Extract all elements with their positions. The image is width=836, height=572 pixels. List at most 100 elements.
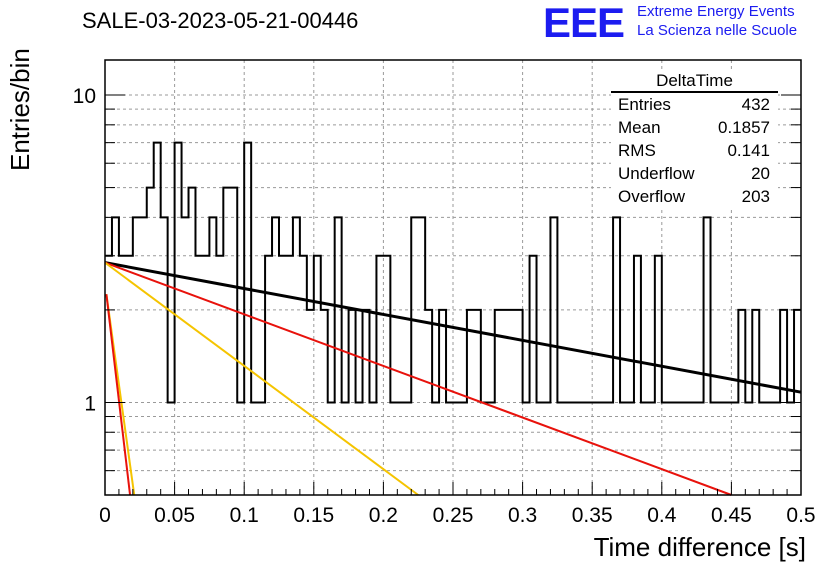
histogram-bin (383, 254, 390, 258)
histogram-bin (634, 254, 641, 258)
histogram-bin (780, 308, 787, 312)
histogram-bin (488, 400, 495, 404)
histogram-bin (509, 308, 516, 312)
x-tick-label: 0.45 (711, 504, 752, 527)
histogram-bin (265, 254, 272, 258)
stats-title: DeltaTime (611, 72, 778, 93)
histogram-bin (140, 215, 147, 219)
histogram-bin (369, 400, 376, 404)
histogram-bin (759, 400, 766, 404)
stats-label: Entries (618, 95, 671, 114)
histogram-bin (641, 400, 648, 404)
x-axis-label: Time difference [s] (593, 532, 806, 562)
logo-line-2: La Scienza nelle Scuole (637, 22, 798, 39)
stats-value: 203 (741, 187, 770, 206)
histogram-bin (578, 400, 585, 404)
histogram-bin (397, 400, 404, 404)
stats-box: DeltaTime Entries 432 Mean 0.1857 RMS 0.141… (611, 72, 778, 208)
stats-value: 432 (741, 95, 770, 114)
histogram-bin (272, 215, 279, 219)
fit-lines (104, 261, 802, 496)
histogram-bin (627, 400, 634, 404)
x-tick-label: 0.1 (230, 504, 259, 527)
histogram-bin (516, 308, 523, 312)
histogram-bin (189, 186, 196, 190)
histogram-bin (314, 254, 321, 258)
histogram-bin (175, 141, 182, 145)
histogram-bin (293, 215, 300, 219)
histogram-bin (328, 400, 335, 404)
histogram-bin (543, 400, 550, 404)
logo-caption: Extreme Energy Events La Scienza nelle S… (637, 2, 797, 40)
grid (105, 60, 801, 495)
histogram-bin (216, 254, 223, 258)
histogram-bin (202, 254, 209, 258)
histogram-bin (738, 308, 745, 312)
stats-value: 0.141 (727, 141, 770, 160)
histogram-bin (655, 254, 662, 258)
fit-line (104, 261, 802, 394)
histogram-bin (467, 308, 474, 312)
page-title: SALE-03-2023-05-21-00446 (82, 8, 359, 33)
histogram-bin (690, 400, 697, 404)
histogram-bin (648, 400, 655, 404)
y-axis-label: Entries/bin (5, 48, 35, 171)
histogram-bin (530, 254, 537, 258)
fit-line (104, 261, 419, 496)
x-tick-label: 0.35 (572, 504, 613, 527)
histogram-bin (460, 400, 467, 404)
histogram-bin (418, 215, 425, 219)
fit-line (105, 294, 132, 496)
histogram-bin (237, 400, 244, 404)
histogram-bin (251, 400, 258, 404)
histogram-bin (390, 400, 397, 404)
histogram-bin (376, 254, 383, 258)
histogram-bin (711, 400, 718, 404)
logo-line-1: Extreme Energy Events (637, 3, 795, 20)
stats-value: 0.1857 (718, 118, 770, 137)
histogram-bin (356, 400, 363, 404)
axis-ticks (104, 94, 802, 496)
stats-value: 20 (751, 164, 770, 183)
histogram-bin (745, 400, 752, 404)
histogram-bin (209, 215, 216, 219)
stats-row: RMS 0.141 (611, 139, 778, 162)
histogram-bin (676, 400, 683, 404)
histogram-bin (342, 400, 349, 404)
histogram-bin (425, 308, 432, 312)
histogram-bin (168, 400, 175, 404)
x-tick-label: 0.15 (293, 504, 334, 527)
histogram-bin (133, 215, 140, 219)
x-tick-label: 0.25 (433, 504, 474, 527)
histogram-bin (669, 400, 676, 404)
histogram-bin (683, 400, 690, 404)
histogram-bin (321, 308, 328, 312)
histogram-outline (105, 141, 801, 404)
stats-label: Underflow (618, 164, 695, 183)
histogram-bin (279, 254, 286, 258)
histogram-bin (432, 400, 439, 404)
x-tick-label: 0.3 (508, 504, 537, 527)
histogram-bin (286, 254, 293, 258)
histogram-bin (537, 400, 544, 404)
histogram-bin (766, 400, 773, 404)
stats-row: Entries 432 (611, 93, 778, 116)
x-tick-label: 0.05 (154, 504, 195, 527)
histogram-bin (119, 254, 126, 258)
stats-row: Overflow 203 (611, 185, 778, 208)
histogram-bin (126, 254, 133, 258)
histogram-bin (599, 400, 606, 404)
histogram-bin (724, 400, 731, 404)
histogram-bin (404, 400, 411, 404)
histogram-bin (258, 400, 265, 404)
x-tick-label: 0.2 (369, 504, 398, 527)
stats-label: RMS (618, 141, 656, 160)
histogram-bin (697, 400, 704, 404)
histogram-bin (550, 215, 557, 219)
stats-label: Mean (618, 118, 661, 137)
histogram-bin (731, 400, 738, 404)
x-tick-label: 0.5 (786, 504, 815, 527)
histogram-bin (474, 308, 481, 312)
histogram-bin (300, 254, 307, 258)
